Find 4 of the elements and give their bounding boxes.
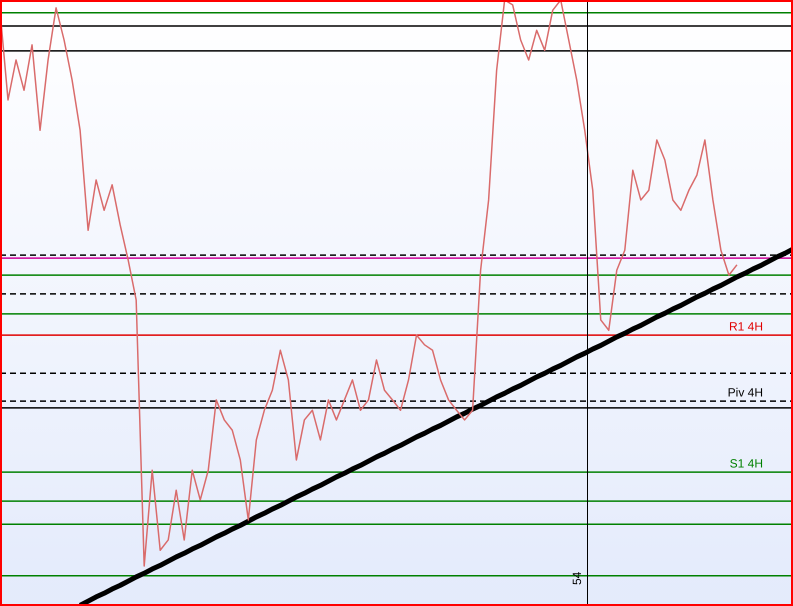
annotation: 54 [570, 572, 584, 585]
ref-line-label: R1 4H [728, 319, 763, 334]
ref-line-label: S1 4H [730, 456, 763, 470]
ref-line-label: Piv 4H [728, 385, 763, 400]
